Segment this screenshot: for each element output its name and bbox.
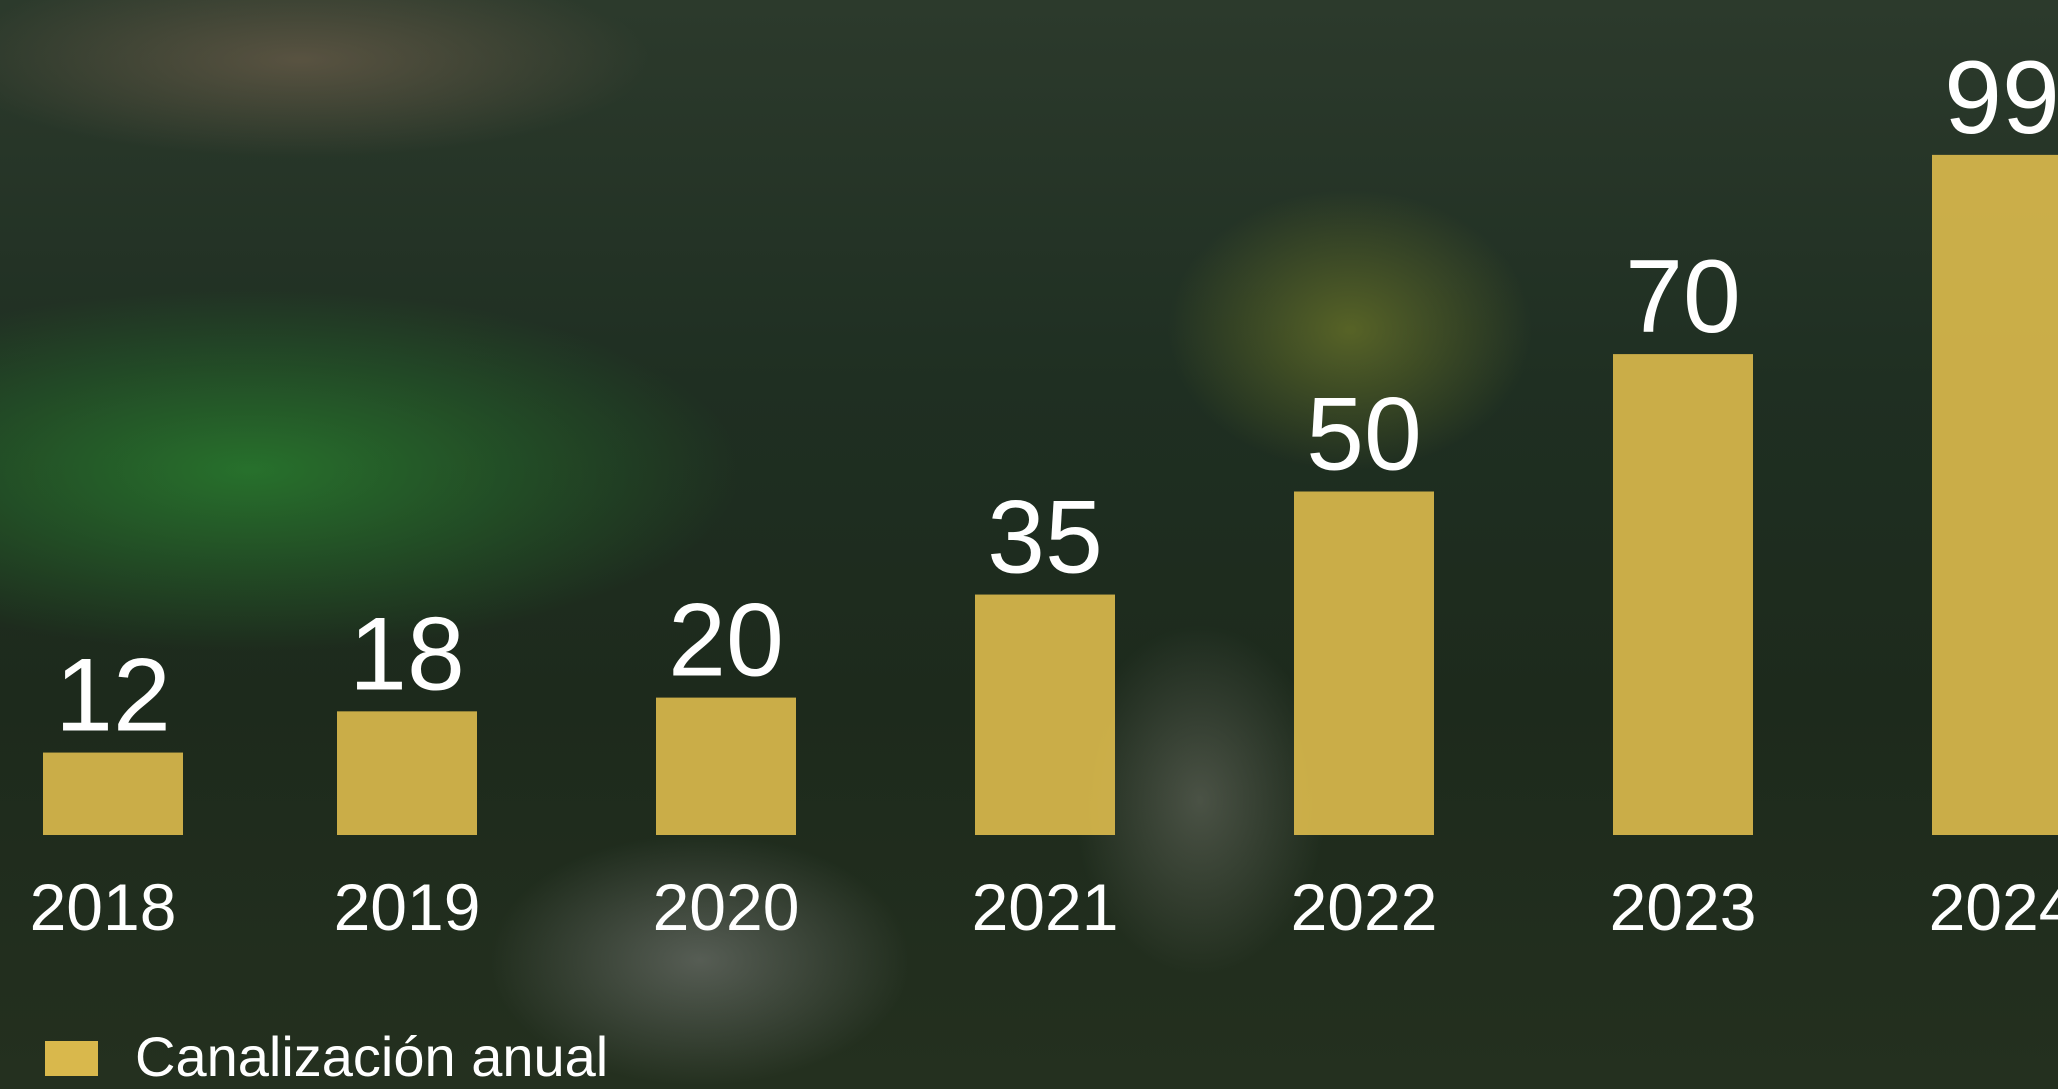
value-label: 50 (1306, 377, 1422, 493)
value-label: 35 (987, 480, 1103, 596)
x-tick-label: 2022 (1291, 870, 1438, 944)
bar (1613, 354, 1753, 835)
bar (1932, 154, 2058, 835)
bar (337, 711, 477, 835)
x-tick-label: 2021 (972, 870, 1119, 944)
value-label: 18 (349, 596, 465, 712)
value-label: 12 (55, 638, 171, 754)
bar (656, 697, 796, 835)
value-label: 20 (668, 583, 784, 699)
x-tick-label: 2019 (334, 870, 481, 944)
bar (1294, 491, 1434, 835)
bar (43, 752, 183, 835)
legend-label: Canalización anual (135, 1025, 608, 1088)
bar (975, 594, 1115, 835)
value-label: 70 (1625, 239, 1741, 355)
x-tick-label: 2020 (653, 870, 800, 944)
x-tick-label: 2018 (30, 870, 177, 944)
legend-swatch (45, 1041, 98, 1076)
value-label: 99 (1944, 40, 2058, 156)
x-tick-label: 2023 (1610, 870, 1757, 944)
x-tick-label: 2024 (1929, 870, 2058, 944)
